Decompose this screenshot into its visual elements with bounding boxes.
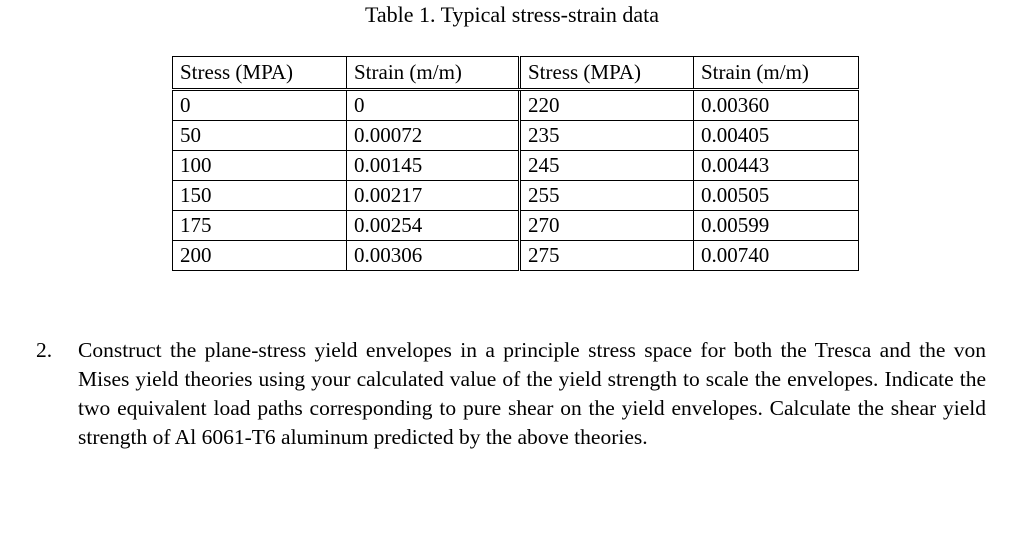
table-cell: 200: [172, 240, 347, 271]
table-cell: 0.00145: [346, 150, 520, 181]
table-cell: 0.00306: [346, 240, 520, 271]
table-cell: 100: [172, 150, 347, 181]
table-cell: 0.00443: [693, 150, 859, 181]
question-text: Construct the plane-stress yield envelop…: [78, 338, 986, 449]
table-cell: 275: [518, 240, 694, 271]
header-stress-1: Stress (MPA): [172, 56, 347, 91]
header-strain-1: Strain (m/m): [346, 56, 520, 91]
table-cell: 220: [518, 89, 694, 121]
table-header-row: Stress (MPA) Strain (m/m) Stress (MPA) S…: [172, 56, 859, 91]
question-number: 2.: [36, 338, 53, 362]
table-cell: 255: [518, 180, 694, 211]
table-row: 0 0 220 0.00360: [172, 89, 859, 121]
header-stress-2: Stress (MPA): [518, 56, 694, 91]
header-strain-2: Strain (m/m): [693, 56, 859, 91]
table-cell: 175: [172, 210, 347, 241]
table-cell: 0: [346, 89, 520, 121]
table-cell: 0.00360: [693, 89, 859, 121]
table-cell: 245: [518, 150, 694, 181]
table-caption: Table 1. Typical stress-strain data: [364, 2, 660, 27]
table-cell: 0.00072: [346, 120, 520, 151]
table-row: 150 0.00217 255 0.00505: [172, 180, 859, 211]
table-cell: 235: [518, 120, 694, 151]
table-row: 50 0.00072 235 0.00405: [172, 120, 859, 151]
table-cell: 0: [172, 89, 347, 121]
table-cell: 50: [172, 120, 347, 151]
table-cell: 150: [172, 180, 347, 211]
table-cell: 0.00740: [693, 240, 859, 271]
table-row: 200 0.00306 275 0.00740: [172, 240, 859, 271]
table-cell: 0.00254: [346, 210, 520, 241]
table-cell: 0.00405: [693, 120, 859, 151]
table-cell: 0.00217: [346, 180, 520, 211]
table-cell: 0.00599: [693, 210, 859, 241]
stress-strain-table: Stress (MPA) Strain (m/m) Stress (MPA) S…: [172, 56, 859, 271]
table-row: 100 0.00145 245 0.00443: [172, 150, 859, 181]
table-row: 175 0.00254 270 0.00599: [172, 210, 859, 241]
table-cell: 270: [518, 210, 694, 241]
question-2: 2. Construct the plane-stress yield enve…: [36, 336, 986, 452]
table-cell: 0.00505: [693, 180, 859, 211]
